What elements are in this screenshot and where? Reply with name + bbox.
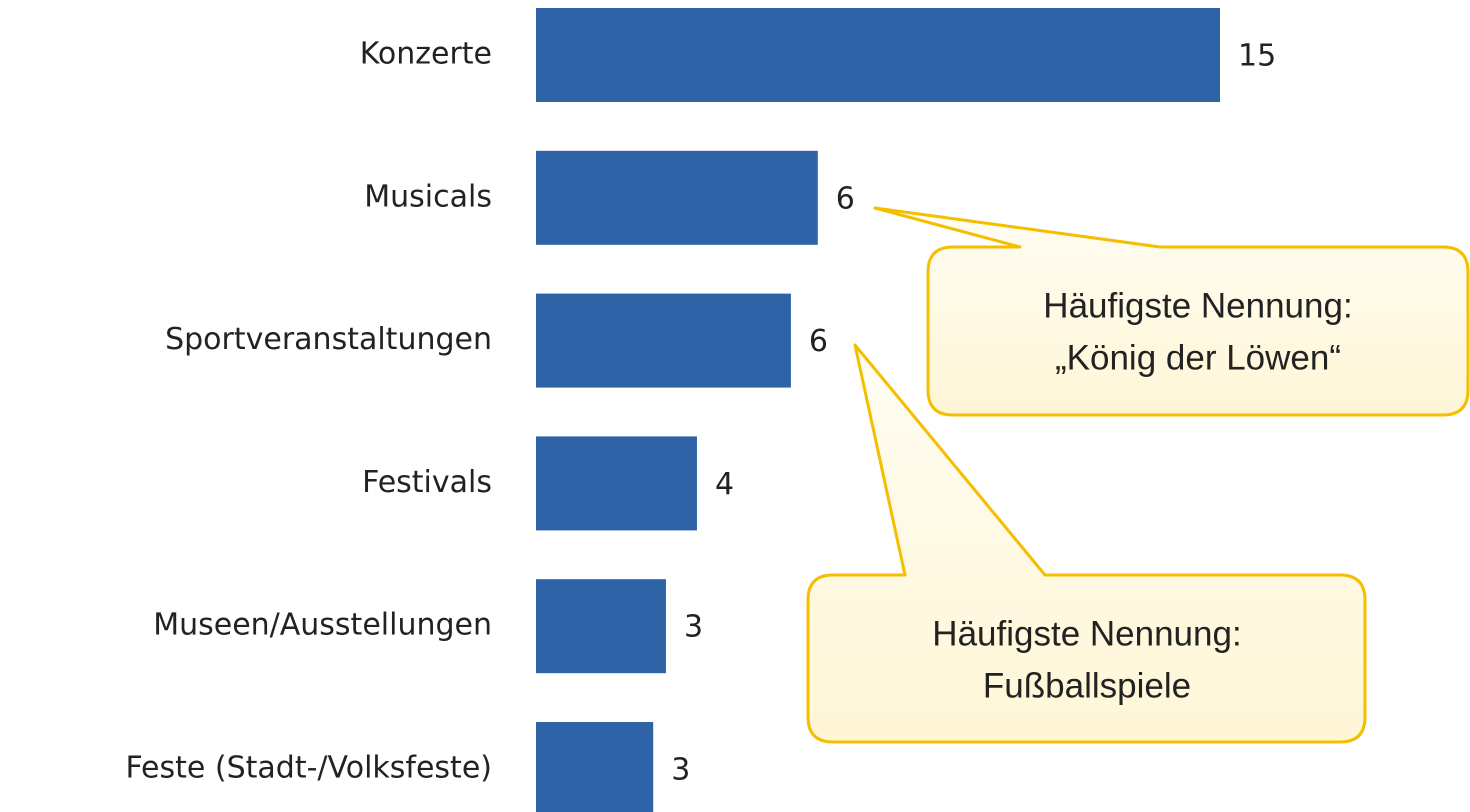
category-label: Musicals bbox=[364, 179, 492, 214]
bar bbox=[536, 150, 818, 245]
annotation-text: Häufigste Nennung: bbox=[932, 614, 1241, 653]
category-label: Sportveranstaltungen bbox=[165, 322, 492, 357]
value-label: 3 bbox=[671, 753, 690, 788]
bar bbox=[536, 293, 791, 388]
bar bbox=[536, 579, 666, 674]
annotation-text: Häufigste Nennung: bbox=[1043, 286, 1352, 325]
bar bbox=[536, 722, 654, 812]
value-label: 4 bbox=[715, 467, 734, 502]
category-label: Konzerte bbox=[360, 37, 492, 72]
annotation-text: Fußballspiele bbox=[983, 666, 1191, 705]
value-label: 6 bbox=[809, 324, 828, 359]
callout bbox=[873, 206, 1470, 417]
annotation-text: „König der Löwen“ bbox=[1055, 338, 1341, 377]
value-label: 6 bbox=[836, 181, 855, 216]
value-label: 15 bbox=[1238, 39, 1276, 74]
value-label: 3 bbox=[684, 610, 703, 645]
category-label: Festivals bbox=[362, 465, 492, 500]
bar bbox=[536, 8, 1220, 102]
callout bbox=[806, 343, 1367, 744]
bars: Konzerte 15 Musicals 6 Sportveranstaltungen 6… bbox=[125, 8, 1276, 812]
category-label: Feste (Stadt-/Volksfeste) bbox=[125, 751, 492, 786]
bar bbox=[536, 436, 697, 531]
category-label: Museen/Ausstellungen bbox=[153, 608, 492, 643]
